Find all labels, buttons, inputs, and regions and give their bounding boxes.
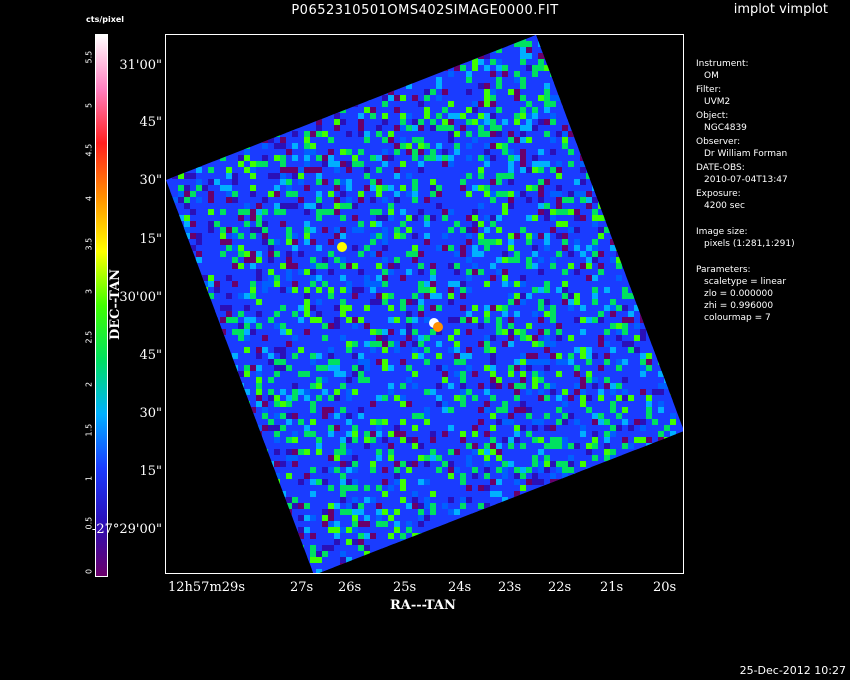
object-value: NGC4839 [704, 123, 747, 133]
colorbar-tick: 3.5 [84, 237, 94, 251]
timestamp: 25-Dec-2012 10:27 [739, 664, 846, 677]
observer-label: Observer: [696, 137, 741, 147]
observer-value: Dr William Forman [704, 149, 788, 159]
x-tick-label: 21s [600, 580, 624, 595]
filter-label: Filter: [696, 85, 722, 95]
x-tick-label: 20s [653, 580, 677, 595]
image-size-value: pixels (1:281,1:291) [704, 239, 795, 249]
instrument-value: OM [704, 71, 719, 81]
image-frame [165, 34, 684, 574]
colorbar-tick: 4 [84, 195, 94, 201]
y-tick-label: 30'00" [119, 290, 162, 305]
x-tick-label: 12h57m29s [168, 580, 245, 595]
object-label: Object: [696, 111, 729, 121]
image-plot[interactable] [166, 35, 683, 573]
colorbar-tick: 1 [84, 475, 94, 481]
y-tick-label: -27°29'00" [91, 522, 162, 537]
plot-title: P0652310501OMS402SIMAGE0000.FIT [291, 3, 559, 18]
y-tick-label: 45" [139, 348, 162, 363]
info-panel: Instrument: OM Filter: UVM2 Object: NGC4… [696, 58, 795, 324]
param-scaletype: scaletype = linear [704, 277, 787, 287]
y-axis-label: DEC--TAN [108, 268, 124, 341]
colorbar-tick: 2.5 [84, 330, 94, 344]
filter-value: UVM2 [704, 97, 731, 107]
x-tick-label: 24s [448, 580, 472, 595]
y-tick-label: 31'00" [119, 58, 162, 73]
x-tick-label: 23s [498, 580, 522, 595]
date-label: DATE-OBS: [696, 163, 745, 173]
instrument-label: Instrument: [696, 59, 749, 69]
exposure-value: 4200 sec [704, 201, 745, 211]
x-tick-label: 26s [338, 580, 362, 595]
colorbar-tick: 1.5 [84, 423, 94, 437]
exposure-label: Exposure: [696, 189, 741, 199]
y-tick-label: 30" [139, 406, 162, 421]
param-colourmap: colourmap = 7 [704, 313, 771, 323]
parameters-label: Parameters: [696, 265, 751, 275]
y-tick-label: 45" [139, 115, 162, 130]
date-value: 2010-07-04T13:47 [704, 175, 788, 185]
colorbar-tick: 5 [84, 102, 94, 108]
param-zlo: zlo = 0.000000 [704, 289, 773, 299]
colorbar-tick: 5.5 [84, 50, 94, 64]
y-tick-label: 15" [139, 464, 162, 479]
colorbar-tick: 0 [84, 568, 94, 575]
colorbar [95, 34, 108, 577]
param-zhi: zhi = 0.996000 [704, 301, 774, 311]
colorbar-label: cts/pixel [86, 15, 125, 24]
image-size-label: Image size: [696, 227, 748, 237]
colorbar-tick: 2 [84, 382, 94, 388]
x-tick-label: 25s [393, 580, 417, 595]
colorbar-tick: 4.5 [84, 144, 94, 157]
y-tick-label: 15" [139, 232, 162, 247]
x-axis-label: RA---TAN [390, 598, 456, 613]
x-tick-label: 27s [290, 580, 314, 595]
source-blob [433, 322, 443, 332]
app-name: implot vimplot [733, 2, 828, 17]
source-blob [337, 242, 347, 252]
colorbar-tick: 3 [84, 289, 94, 295]
y-tick-label: 30" [139, 173, 162, 188]
x-tick-label: 22s [548, 580, 572, 595]
